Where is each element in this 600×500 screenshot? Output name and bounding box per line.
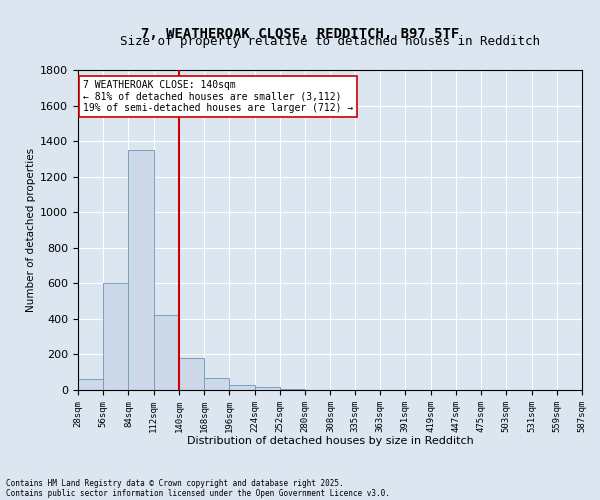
Bar	[103, 284, 128, 390]
Text: 7 WEATHEROAK CLOSE: 140sqm
← 81% of detached houses are smaller (3,112)
19% of s: 7 WEATHEROAK CLOSE: 140sqm ← 81% of deta…	[83, 80, 353, 113]
Text: Contains HM Land Registry data © Crown copyright and database right 2025.: Contains HM Land Registry data © Crown c…	[6, 478, 344, 488]
Bar	[229, 384, 255, 390]
Bar	[128, 150, 154, 390]
Bar	[179, 358, 204, 390]
Bar	[154, 316, 179, 390]
Title: Size of property relative to detached houses in Redditch: Size of property relative to detached ho…	[120, 35, 540, 48]
Text: Contains public sector information licensed under the Open Government Licence v3: Contains public sector information licen…	[6, 488, 390, 498]
X-axis label: Distribution of detached houses by size in Redditch: Distribution of detached houses by size …	[187, 436, 473, 446]
Bar	[255, 388, 280, 390]
Y-axis label: Number of detached properties: Number of detached properties	[26, 148, 36, 312]
Text: 7, WEATHEROAK CLOSE, REDDITCH, B97 5TF: 7, WEATHEROAK CLOSE, REDDITCH, B97 5TF	[141, 28, 459, 42]
Bar	[204, 378, 229, 390]
Bar	[78, 380, 103, 390]
